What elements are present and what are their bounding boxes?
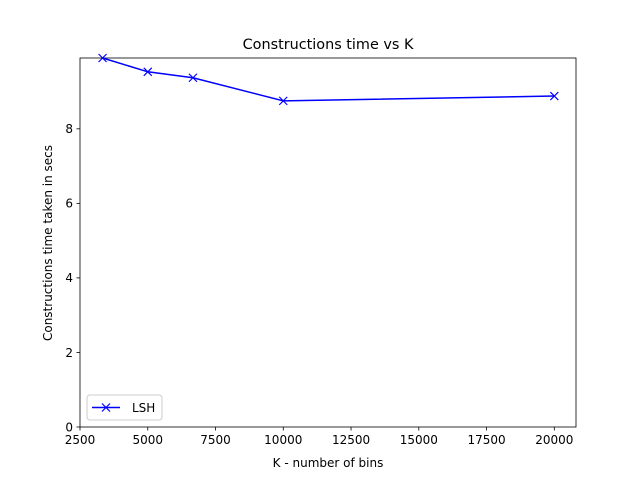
legend-box [86,394,163,421]
x-tick-label: 12500 [332,433,370,447]
y-tick-label: 6 [65,197,73,211]
y-tick-label: 4 [65,271,73,285]
plot-area: 2500 5000 7500 10000 12500 15000 17500 20000 0 2 4… [65,53,577,447]
y-tick-label: 2 [65,346,73,360]
y-axis-label: Constructions time taken in secs [41,145,55,341]
legend-marker [101,403,111,412]
y-tick-label: 8 [65,122,73,136]
x-axis-label: K - number of bins [273,456,384,470]
data-point-marker [98,53,108,63]
data-point-marker [549,91,559,101]
x-tick-label: 17500 [467,433,505,447]
x-tick-label: 15000 [400,433,438,447]
data-point-marker [278,96,288,106]
legend: LSH [86,394,163,421]
legend-label: LSH [132,401,155,415]
data-point-marker [188,73,198,83]
x-tick-label: 2500 [65,433,96,447]
axes-frame [79,57,577,428]
x-tick-label: 7500 [200,433,231,447]
marker-stroke [549,91,559,101]
marker-stroke [188,73,198,83]
marker-stroke [98,53,108,63]
x-tick-label: 10000 [264,433,302,447]
y-tick-label: 0 [65,420,73,434]
x-tick-label: 20000 [535,433,573,447]
x-tick-label: 5000 [132,433,163,447]
marker-stroke [143,67,153,77]
marker-stroke [278,96,288,106]
chart-title: Constructions time vs K [243,37,414,53]
data-point-marker [143,67,153,77]
